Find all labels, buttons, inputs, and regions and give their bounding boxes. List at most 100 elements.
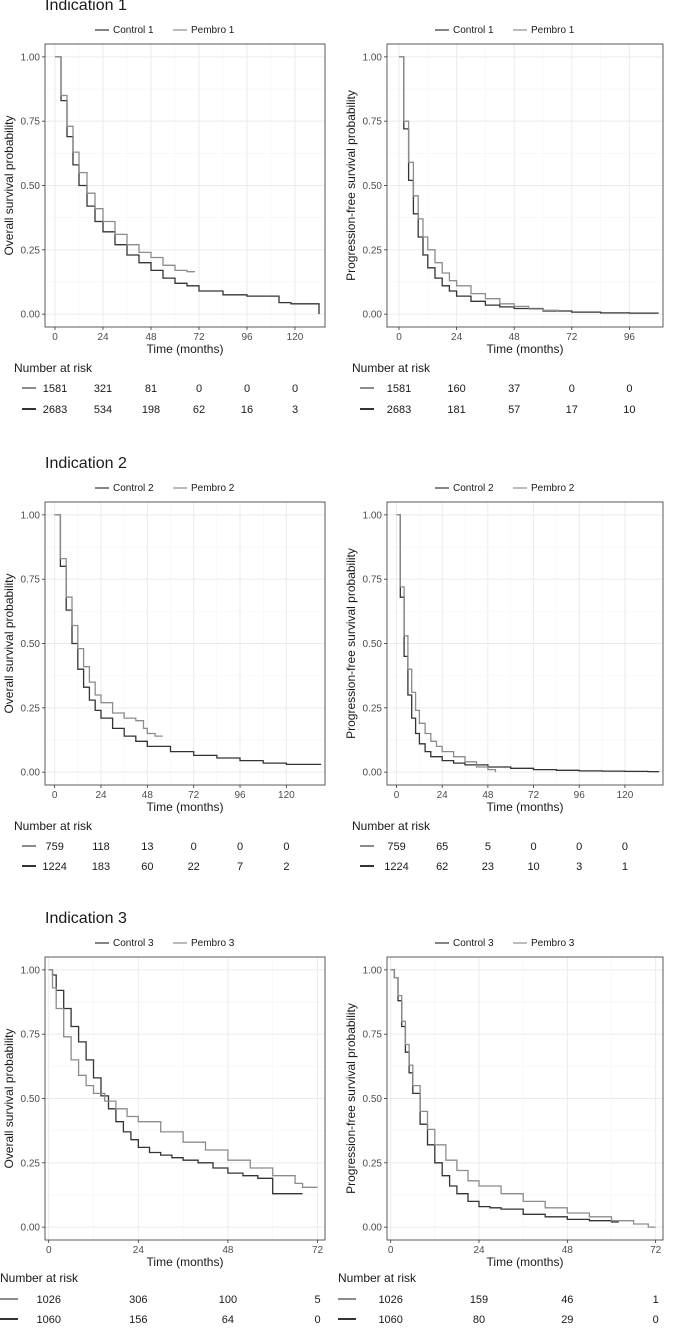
x-tick-label: 48 xyxy=(222,1245,234,1256)
y-tick-label: 1.00 xyxy=(363,510,383,521)
plot-border xyxy=(44,501,326,786)
plot-border xyxy=(386,43,664,328)
risk-table-title: Number at risk xyxy=(352,361,431,375)
series-line-pembro xyxy=(54,514,163,737)
y-tick-label: 0.75 xyxy=(363,575,383,586)
risk-count: 3 xyxy=(576,861,582,873)
y-tick-label: 0.50 xyxy=(21,1094,41,1105)
section-title-1: Indication 1 xyxy=(45,0,127,14)
y-axis-label: Overall survival probability xyxy=(2,573,16,713)
x-tick-label: 120 xyxy=(287,332,304,343)
y-axis-label: Overall survival probability xyxy=(2,115,16,255)
y-tick-label: 0.25 xyxy=(21,245,41,256)
x-axis-label: Time (months) xyxy=(147,800,224,814)
risk-count: 321 xyxy=(94,383,112,395)
x-tick-label: 96 xyxy=(624,332,636,343)
x-tick-label: 120 xyxy=(278,790,295,801)
x-tick-label: 0 xyxy=(46,1245,52,1256)
y-tick-label: 0.75 xyxy=(21,117,41,128)
risk-count: 5 xyxy=(485,841,491,853)
x-tick-label: 72 xyxy=(193,332,205,343)
y-tick-label: 0.00 xyxy=(21,1223,41,1234)
x-tick-label: 24 xyxy=(437,790,449,801)
risk-count: 183 xyxy=(92,861,110,873)
chart-ind1-pfs: Control 1 Pembro 1 0.00 0.25 0.50 0.75 1.00 0 24… xyxy=(344,25,664,416)
x-tick-label: 24 xyxy=(451,332,463,343)
series-line-pembro xyxy=(55,56,195,273)
y-axis-label: Progression-free survival probability xyxy=(344,1003,358,1194)
risk-count: 17 xyxy=(566,404,578,416)
risk-count: 13 xyxy=(141,841,153,853)
x-tick-label: 48 xyxy=(482,790,494,801)
x-tick-label: 96 xyxy=(574,790,586,801)
series-line-control xyxy=(396,514,660,773)
risk-count: 2683 xyxy=(387,404,411,416)
y-tick-label: 0.50 xyxy=(363,639,383,650)
y-tick-label: 1.00 xyxy=(363,965,383,976)
risk-count: 5 xyxy=(314,1294,320,1306)
risk-count: 0 xyxy=(237,841,243,853)
risk-count: 3 xyxy=(292,404,298,416)
y-tick-label: 0.00 xyxy=(363,768,383,779)
x-tick-label: 0 xyxy=(52,790,58,801)
risk-count: 57 xyxy=(508,404,520,416)
risk-count: 60 xyxy=(141,861,153,873)
risk-count: 1026 xyxy=(36,1294,60,1306)
risk-count: 1060 xyxy=(36,1314,60,1326)
risk-count: 46 xyxy=(561,1294,573,1306)
y-tick-label: 0.75 xyxy=(363,1030,383,1041)
chart-ind2-os: Control 2 Pembro 20.000.250.500.751.000 24… xyxy=(2,483,326,873)
series-line-control xyxy=(48,969,303,1195)
y-tick-label: 0.75 xyxy=(363,117,383,128)
risk-count: 1581 xyxy=(43,383,67,395)
risk-count: 64 xyxy=(222,1314,234,1326)
plot-border xyxy=(386,501,664,786)
risk-count: 7 xyxy=(237,861,243,873)
x-axis-label: Time (months) xyxy=(147,342,224,356)
risk-count: 1026 xyxy=(378,1294,402,1306)
x-axis-label: Time (months) xyxy=(147,1255,224,1269)
risk-count: 80 xyxy=(473,1314,485,1326)
x-tick-label: 72 xyxy=(650,1245,662,1256)
x-tick-label: 24 xyxy=(97,332,109,343)
x-tick-label: 24 xyxy=(473,1245,485,1256)
y-tick-label: 0.50 xyxy=(21,639,41,650)
x-tick-label: 96 xyxy=(241,332,253,343)
risk-count: 0 xyxy=(244,383,250,395)
risk-count: 62 xyxy=(193,404,205,416)
x-tick-label: 48 xyxy=(142,790,154,801)
risk-count: 0 xyxy=(569,383,575,395)
risk-count: 2 xyxy=(283,861,289,873)
y-tick-label: 0.25 xyxy=(363,703,383,714)
y-tick-label: 0.25 xyxy=(21,703,41,714)
risk-count: 1 xyxy=(653,1294,659,1306)
x-axis-label: Time (months) xyxy=(487,800,564,814)
chart-ind2-pfs: Control 2 Pembro 2 0.00 0.25 0.50 0.75 1.00 0 24… xyxy=(344,483,664,873)
y-tick-label: 1.00 xyxy=(21,965,41,976)
series-line-pembro xyxy=(48,969,318,1188)
plot-border xyxy=(44,43,326,328)
x-tick-label: 24 xyxy=(95,790,107,801)
risk-count: 100 xyxy=(219,1294,237,1306)
y-tick-label: 0.00 xyxy=(363,310,383,321)
chart-ind1-os: Control 1 Pembro 1 0.00 0.25 0.50 0.75 1.00 0 24… xyxy=(2,25,326,416)
risk-count: 22 xyxy=(188,861,200,873)
risk-count: 1224 xyxy=(42,861,66,873)
legend-label-control: Control 3 xyxy=(453,938,494,949)
section-title-3: Indication 3 xyxy=(45,910,127,927)
y-axis-label: Progression-free survival probability xyxy=(344,548,358,739)
risk-count: 0 xyxy=(531,841,537,853)
legend-label-control: Control 1 xyxy=(453,25,494,36)
risk-count: 759 xyxy=(387,841,405,853)
risk-table-title: Number at risk xyxy=(14,361,93,375)
section-title-2: Indication 2 xyxy=(45,455,127,472)
legend-label-control: Control 1 xyxy=(113,25,154,36)
x-tick-label: 72 xyxy=(312,1245,324,1256)
y-tick-label: 1.00 xyxy=(21,510,41,521)
risk-count: 160 xyxy=(447,383,465,395)
risk-count: 306 xyxy=(129,1294,147,1306)
x-tick-label: 0 xyxy=(52,332,58,343)
y-axis-label: Overall survival probability xyxy=(2,1028,16,1168)
chart-ind3-os: Control 3 Pembro 3 0.00 0.25 0.50 0.75 1.00 0 24… xyxy=(0,938,326,1326)
y-tick-label: 0.75 xyxy=(21,1030,41,1041)
